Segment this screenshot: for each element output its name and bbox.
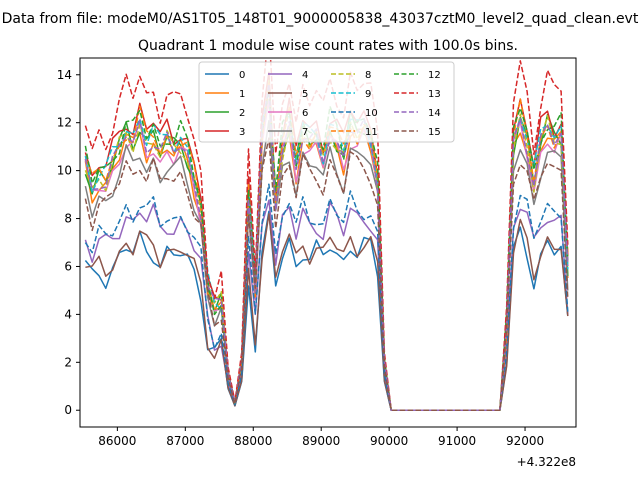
chart-title: Quadrant 1 module wise count rates with … [138, 38, 518, 54]
chart-suptitle: Data from file: modeM0/AS1T05_148T01_900… [2, 11, 639, 27]
series-line-4 [84, 199, 569, 411]
x-tick-label: 90000 [370, 434, 408, 448]
legend-label: 2 [239, 108, 245, 119]
y-tick-label: 10 [57, 164, 72, 178]
legend-label: 5 [302, 89, 308, 100]
legend-label: 7 [302, 127, 308, 138]
legend-label: 11 [365, 127, 378, 138]
y-tick-label: 2 [64, 355, 72, 369]
axes-layer: 86000 87000 88000 89000 90000 91000 92000 0 2 4 6 8… [57, 68, 544, 448]
plot-frame [79, 57, 577, 428]
y-tick-label: 8 [64, 212, 72, 226]
y-tick-label: 6 [64, 259, 72, 273]
legend-label: 6 [302, 108, 308, 119]
legend-label: 15 [428, 127, 441, 138]
x-tick-label: 89000 [302, 434, 340, 448]
series-line-15 [84, 137, 569, 411]
y-tick-label: 14 [57, 68, 72, 82]
legend-label: 10 [365, 108, 378, 119]
x-tick-label: 92000 [506, 434, 544, 448]
legend-label: 0 [239, 70, 245, 81]
x-tick-label: 87000 [166, 434, 204, 448]
legend-frame [198, 61, 455, 143]
x-tick-label: 88000 [234, 434, 272, 448]
series-line-5 [85, 213, 569, 411]
x-tick-label: 91000 [438, 434, 476, 448]
x-tick-label: 86000 [98, 434, 136, 448]
legend-label: 4 [302, 70, 308, 81]
y-tick-label: 0 [64, 403, 72, 417]
legend-label: 13 [428, 89, 441, 100]
legend-label: 3 [239, 127, 245, 138]
legend-label: 8 [365, 70, 371, 81]
y-tick-label: 4 [64, 307, 72, 321]
legend-label: 9 [365, 89, 371, 100]
y-tick-label: 12 [57, 116, 72, 130]
x-offset-label: +4.322e8 [517, 455, 576, 469]
legend-label: 14 [428, 108, 441, 119]
legend-label: 12 [428, 70, 441, 81]
legend-label: 1 [239, 89, 245, 100]
